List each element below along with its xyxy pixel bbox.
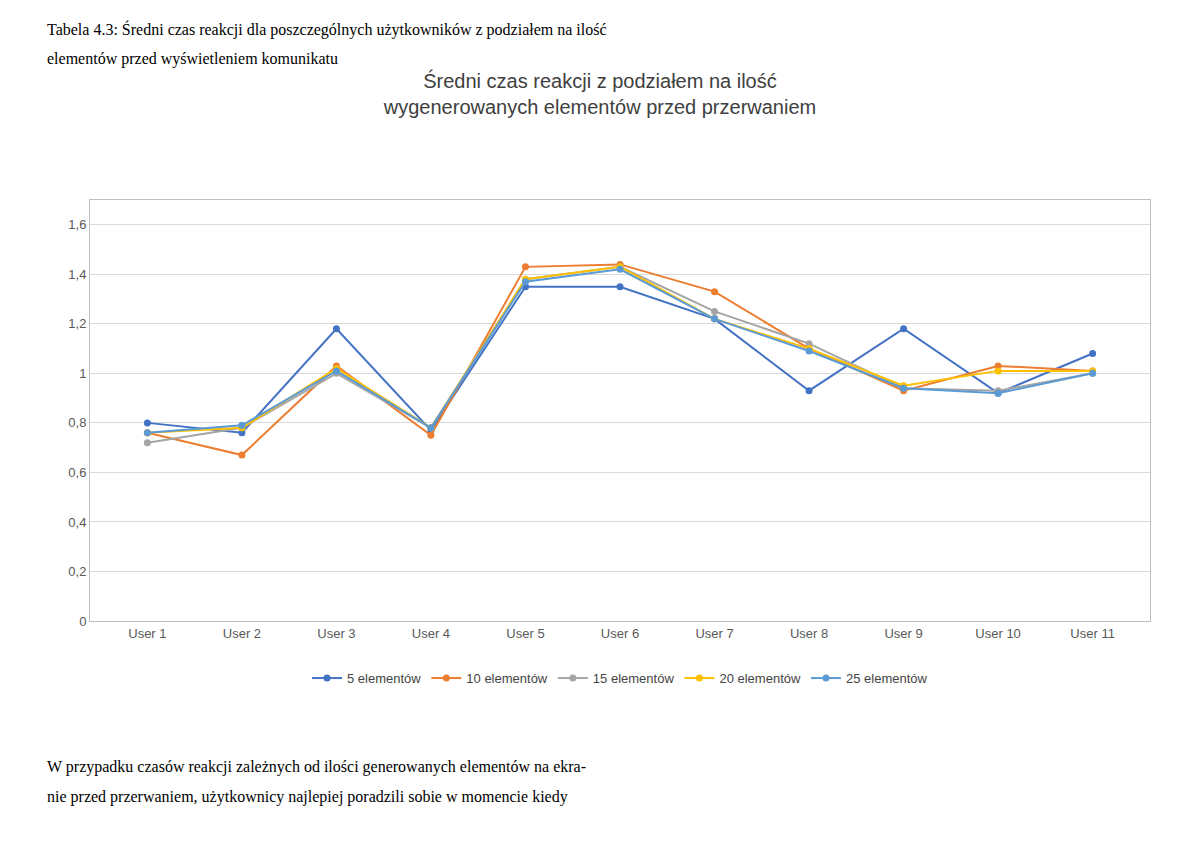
svg-text:20 elementów: 20 elementów	[719, 671, 801, 686]
svg-text:User 6: User 6	[601, 626, 639, 641]
svg-text:User 3: User 3	[317, 626, 355, 641]
svg-text:0: 0	[79, 614, 86, 629]
svg-text:User 1: User 1	[128, 626, 166, 641]
svg-text:0,8: 0,8	[68, 415, 86, 430]
svg-text:User 5: User 5	[506, 626, 544, 641]
svg-text:W przypadku czasów reakcji zal: W przypadku czasów reakcji zależnych od …	[47, 758, 586, 776]
svg-text:0,6: 0,6	[68, 465, 86, 480]
svg-text:1,4: 1,4	[68, 267, 86, 282]
svg-text:Średni czas reakcji z podziałe: Średni czas reakcji z podziałem na ilość…	[383, 69, 816, 118]
svg-text:25 elementów: 25 elementów	[846, 671, 928, 686]
svg-text:1: 1	[79, 366, 86, 381]
svg-text:User 10: User 10	[975, 626, 1021, 641]
svg-text:1,6: 1,6	[68, 217, 86, 232]
svg-text:5 elementów: 5 elementów	[347, 671, 421, 686]
svg-text:User 8: User 8	[790, 626, 828, 641]
svg-text:nie przed przerwaniem, użytkow: nie przed przerwaniem, użytkownicy najle…	[47, 788, 568, 806]
svg-text:10 elementów: 10 elementów	[466, 671, 548, 686]
svg-text:Tabela 4.3: Średni czas reakcj: Tabela 4.3: Średni czas reakcji dla posz…	[47, 20, 607, 39]
svg-text:User 11: User 11	[1070, 626, 1115, 641]
svg-text:elementów przed wyświetleniem: elementów przed wyświetleniem komunikatu	[47, 50, 338, 68]
svg-text:0,2: 0,2	[68, 564, 86, 579]
svg-text:0,4: 0,4	[68, 514, 86, 529]
svg-text:User 2: User 2	[223, 626, 261, 641]
svg-text:User 4: User 4	[412, 626, 450, 641]
svg-text:User 9: User 9	[884, 626, 922, 641]
svg-text:15 elementów: 15 elementów	[593, 671, 675, 686]
svg-text:User 7: User 7	[695, 626, 733, 641]
svg-text:1,2: 1,2	[68, 316, 86, 331]
